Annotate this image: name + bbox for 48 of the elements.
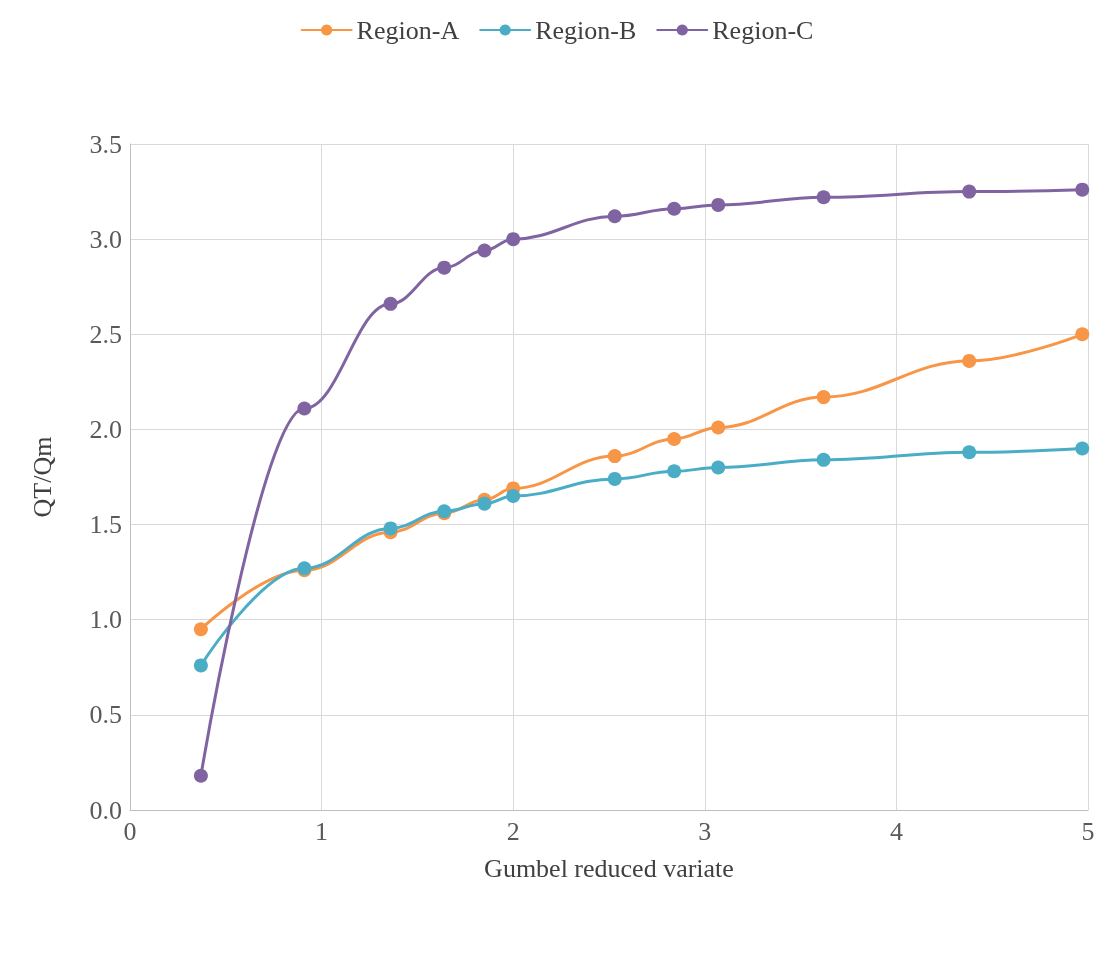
point — [437, 260, 452, 275]
point — [506, 232, 521, 247]
x-tick-label: 1 — [315, 816, 329, 846]
point — [607, 471, 622, 486]
x-tick-label: 3 — [698, 816, 712, 846]
point — [816, 452, 831, 467]
y-tick-label: 2.0 — [89, 414, 122, 444]
x-tick-label: 2 — [506, 816, 520, 846]
x-axis-title: Gumbel reduced variate — [484, 853, 734, 883]
point — [1075, 327, 1090, 342]
x-tick-label: 4 — [889, 816, 903, 846]
point — [193, 768, 208, 783]
y-tick-label: 1.5 — [89, 510, 122, 540]
legend-label: Region-A — [356, 15, 460, 45]
point — [477, 496, 492, 511]
point — [193, 658, 208, 673]
y-tick-label: 2.5 — [89, 319, 122, 349]
point — [667, 431, 682, 446]
point — [711, 197, 726, 212]
point — [667, 201, 682, 216]
point — [711, 420, 726, 435]
y-axis-title: QT/Qm — [27, 436, 57, 518]
point — [816, 190, 831, 205]
point — [1075, 441, 1090, 456]
point — [607, 209, 622, 224]
point — [962, 353, 977, 368]
point — [193, 622, 208, 637]
y-tick-label: 3.0 — [89, 224, 122, 254]
y-tick-label: 0.5 — [89, 700, 122, 730]
point — [383, 296, 398, 311]
y-tick-label: 0.0 — [89, 795, 122, 825]
point — [506, 489, 521, 504]
y-tick-label: 3.5 — [89, 129, 122, 159]
point — [816, 390, 831, 405]
y-tick-label: 1.0 — [89, 605, 122, 635]
point — [297, 401, 312, 416]
point — [607, 449, 622, 464]
point — [711, 460, 726, 475]
x-tick-label: 0 — [123, 816, 137, 846]
point — [1075, 182, 1090, 197]
point — [962, 445, 977, 460]
point — [667, 464, 682, 479]
point — [962, 184, 977, 199]
x-tick-label: 5 — [1081, 816, 1095, 846]
legend-label: Region-C — [712, 15, 814, 45]
point — [383, 521, 398, 536]
legend-label: Region-B — [535, 15, 637, 45]
point — [477, 243, 492, 258]
